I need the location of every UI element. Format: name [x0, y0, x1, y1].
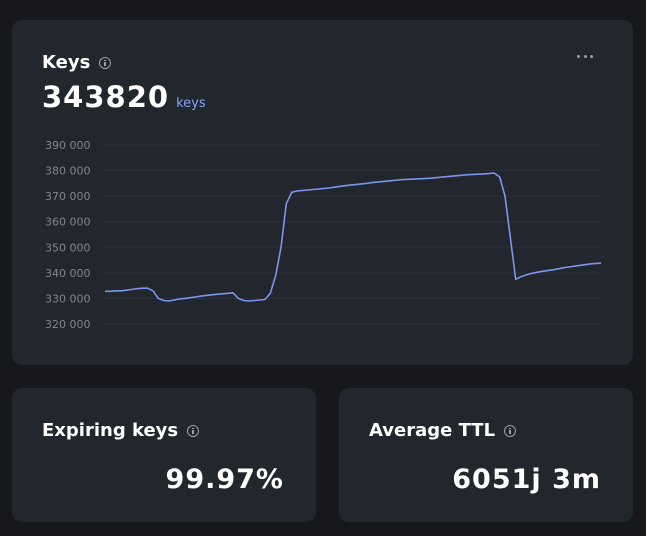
y-tick-label: 390 000: [45, 139, 91, 152]
info-icon[interactable]: [187, 424, 200, 437]
expiring-keys-title: Expiring keys: [42, 420, 200, 441]
y-tick-label: 350 000: [45, 241, 91, 254]
keys-value: 343820: [42, 80, 170, 114]
expiring-keys-card: Expiring keys 99.97%: [12, 388, 316, 522]
keys-total: 343820 keys: [42, 80, 206, 114]
y-tick-label: 380 000: [45, 165, 91, 178]
keys-title: Keys: [42, 52, 112, 73]
y-tick-label: 330 000: [45, 292, 91, 305]
average-ttl-value: 6051j 3m: [452, 464, 601, 495]
dot-icon: [577, 54, 580, 58]
expiring-keys-title-text: Expiring keys: [42, 420, 179, 441]
more-options-button[interactable]: [577, 53, 593, 59]
y-tick-label: 320 000: [45, 318, 91, 331]
average-ttl-card: Average TTL 6051j 3m: [339, 388, 633, 522]
y-tick-label: 340 000: [45, 267, 91, 280]
keys-series-line: [105, 172, 602, 302]
info-icon[interactable]: [99, 56, 112, 69]
keys-card: Keys 343820 keys 390 000 380 000 370 000 36…: [12, 20, 633, 365]
keys-unit: keys: [176, 96, 206, 111]
average-ttl-title: Average TTL: [369, 420, 517, 441]
y-tick-label: 360 000: [45, 216, 91, 229]
keys-title-text: Keys: [42, 52, 91, 73]
dot-icon: [590, 54, 593, 58]
keys-line-chart: 390 000 380 000 370 000 360 000 350 000 340 0…: [45, 139, 602, 331]
expiring-keys-value: 99.97%: [165, 464, 284, 495]
info-icon[interactable]: [504, 424, 517, 437]
y-tick-label: 370 000: [45, 190, 91, 203]
dot-icon: [583, 54, 587, 58]
average-ttl-title-text: Average TTL: [369, 420, 496, 441]
